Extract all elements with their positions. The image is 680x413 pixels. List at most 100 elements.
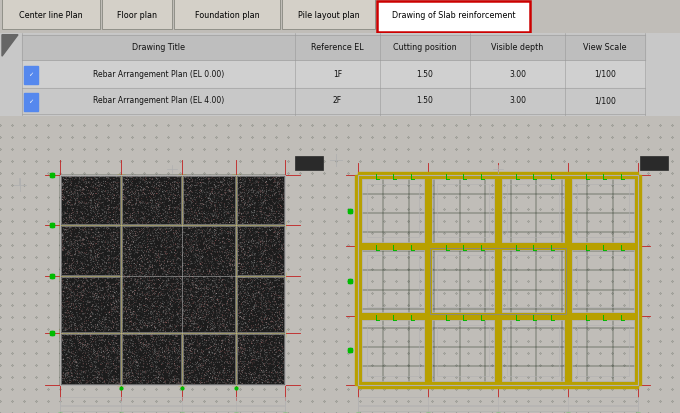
Point [156, 317, 167, 324]
Point [75, 242, 86, 249]
Point [257, 240, 268, 247]
Point [261, 347, 272, 353]
Point [218, 182, 229, 189]
Point [131, 190, 141, 197]
Point [134, 240, 145, 246]
Point [216, 235, 226, 242]
Point [245, 187, 256, 193]
Point [260, 313, 271, 320]
Point [124, 369, 135, 376]
Point [207, 375, 218, 382]
Point [214, 176, 225, 183]
Point [183, 292, 194, 298]
Point [56, 344, 67, 351]
Point [112, 221, 122, 228]
Point [145, 309, 156, 316]
Point [249, 188, 260, 194]
Point [222, 235, 233, 242]
Point [194, 315, 205, 321]
Point [197, 356, 208, 362]
Point [260, 215, 271, 222]
Point [165, 256, 175, 263]
Point [158, 354, 169, 361]
Point [228, 308, 239, 315]
Point [107, 320, 118, 326]
Point [146, 196, 156, 203]
Point [133, 194, 144, 200]
Point [209, 375, 220, 382]
Point [172, 209, 183, 215]
Point [63, 371, 74, 377]
Point [200, 293, 211, 299]
Point [220, 259, 231, 266]
Point [147, 319, 158, 326]
Point [85, 247, 96, 254]
Point [135, 247, 146, 254]
Point [266, 285, 277, 291]
Point [225, 312, 236, 318]
Point [102, 334, 113, 341]
Point [126, 335, 137, 342]
Point [196, 227, 207, 233]
Point [90, 235, 101, 242]
Point [196, 377, 207, 384]
Point [109, 375, 120, 382]
Point [146, 314, 156, 321]
Point [221, 250, 232, 257]
Point [133, 240, 143, 247]
Point [204, 237, 215, 243]
Point [118, 303, 129, 310]
Point [183, 224, 194, 231]
Point [140, 244, 151, 251]
Point [277, 195, 288, 202]
Point [239, 286, 250, 293]
Point [79, 319, 90, 325]
Point [183, 297, 194, 304]
Point [273, 370, 284, 376]
Point [105, 344, 116, 351]
Point [147, 264, 158, 271]
Point [87, 341, 98, 347]
Point [70, 250, 81, 257]
Point [150, 366, 160, 373]
Point [171, 289, 182, 295]
Point [236, 198, 247, 205]
Point [273, 250, 284, 257]
Point [82, 203, 93, 210]
Point [70, 237, 81, 244]
Point [190, 333, 201, 339]
Point [239, 346, 250, 353]
Point [265, 194, 275, 201]
Point [66, 225, 77, 231]
Point [269, 173, 280, 180]
Point [109, 363, 120, 369]
Point [155, 282, 166, 289]
Point [142, 232, 153, 239]
Point [271, 218, 282, 225]
Point [199, 278, 209, 285]
Point [277, 231, 288, 238]
Point [119, 282, 130, 289]
Point [149, 308, 160, 314]
Point [275, 204, 286, 211]
Point [58, 186, 69, 192]
Point [107, 317, 118, 324]
Point [69, 258, 80, 265]
Point [244, 179, 255, 186]
Point [126, 218, 137, 225]
Point [234, 209, 245, 216]
Point [248, 236, 258, 243]
Point [199, 174, 209, 180]
Point [190, 285, 201, 292]
Point [86, 343, 97, 350]
Point [125, 360, 136, 367]
Point [222, 271, 233, 278]
Point [193, 308, 204, 315]
Point [156, 368, 167, 374]
Point [212, 186, 223, 193]
Point [199, 372, 210, 378]
Point [233, 192, 244, 199]
Point [202, 286, 213, 292]
Point [143, 216, 154, 223]
Point [152, 206, 163, 213]
